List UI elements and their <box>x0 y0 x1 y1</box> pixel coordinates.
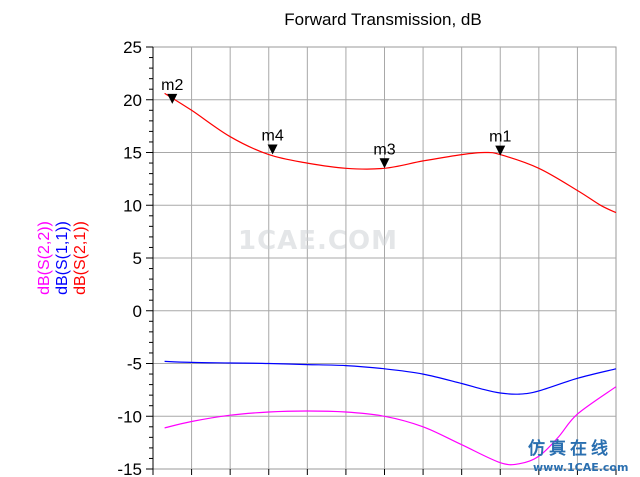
logo-chinese-text: 仿真在线 <box>528 438 612 459</box>
series-line-2 <box>164 360 617 395</box>
y-tick-label: -5 <box>127 355 142 374</box>
y-axis-labels: dB(S(2,1))dB(S(1,1))dB(S(2,2)) <box>36 221 89 295</box>
y-tick-label: 25 <box>123 38 142 57</box>
y-tick-label: 10 <box>123 196 142 215</box>
y-tick-label: 5 <box>133 249 142 268</box>
marker-m2-triangle <box>167 93 178 104</box>
site-logo: 仿真在线 www.1CAE.com <box>528 438 628 474</box>
marker-m4-triangle <box>267 144 278 155</box>
y-tick-label: 15 <box>123 144 142 163</box>
chart-title: Forward Transmission, dB <box>284 10 481 29</box>
y-tick-label: -15 <box>117 460 142 477</box>
watermark-text: 1CAE.COM <box>238 226 398 256</box>
series-line-3 <box>164 386 617 466</box>
markers: m2 m4 m3 m1 <box>161 77 511 169</box>
series-lines <box>164 92 617 466</box>
marker-m4-label: m4 <box>261 128 283 145</box>
marker-m3-triangle <box>379 158 390 169</box>
marker-m1-triangle <box>495 145 506 156</box>
y-tick-label: 0 <box>133 302 142 321</box>
y-axis-label-1: dB(S(2,1)) <box>72 221 89 295</box>
marker-m1-label: m1 <box>489 129 511 146</box>
series-line-1 <box>164 92 617 214</box>
y-tick-label: 20 <box>123 91 142 110</box>
grid <box>152 46 617 470</box>
marker-m2-label: m2 <box>161 77 183 94</box>
logo-url-text: www.1CAE.com <box>533 461 628 474</box>
y-tick-label: -10 <box>117 407 142 426</box>
y-axis: 25 20 15 10 5 0 -5 -10 -15 <box>117 38 617 477</box>
marker-m3-label: m3 <box>373 141 395 158</box>
watermark: 1CAE.COM <box>238 226 398 256</box>
y-axis-label-2: dB(S(1,1)) <box>54 221 71 295</box>
y-axis-label-3: dB(S(2,2)) <box>36 221 53 295</box>
